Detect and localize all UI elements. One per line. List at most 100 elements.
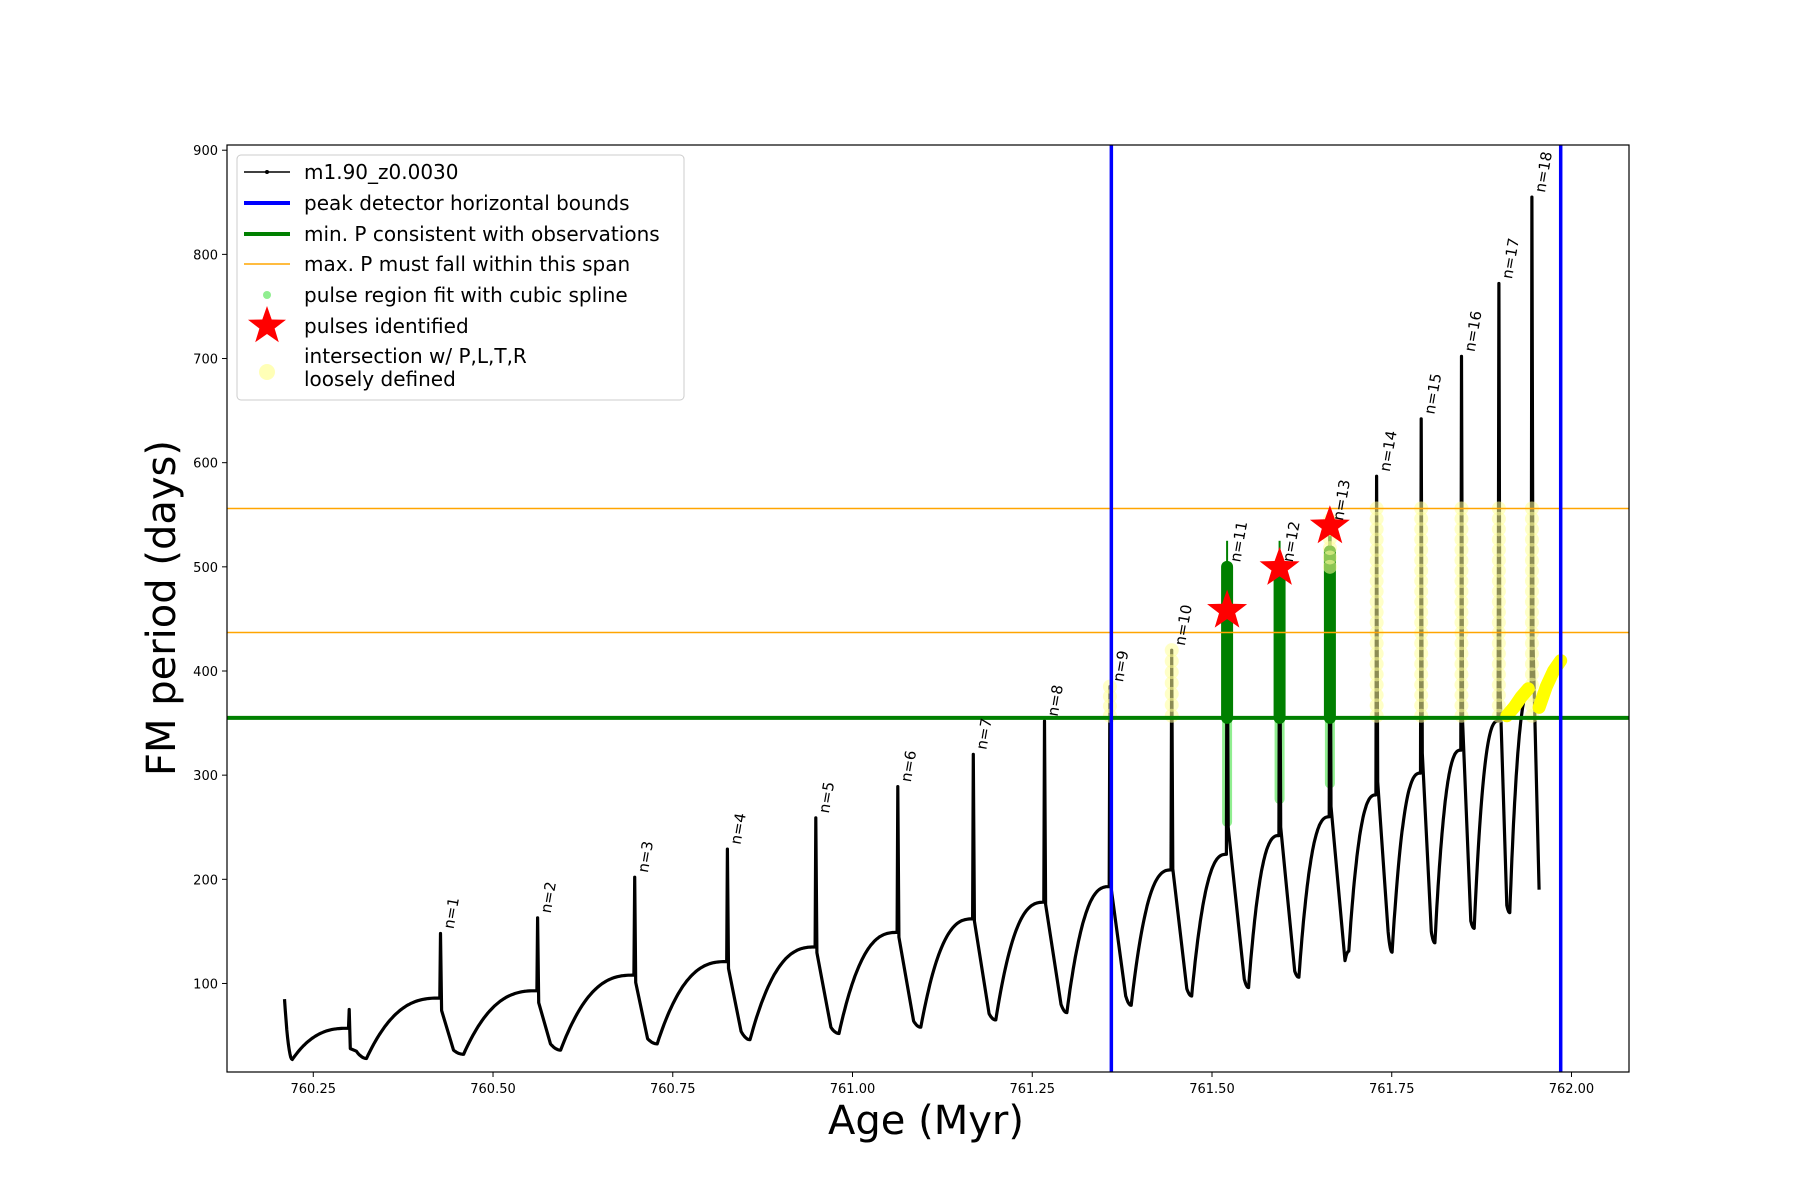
intersection-point	[1524, 584, 1539, 599]
x-tick-label: 760.50	[470, 1082, 516, 1097]
pulse-star	[1309, 505, 1350, 544]
legend-label-min-period: min. P consistent with observations	[304, 222, 660, 246]
intersection-point	[1524, 636, 1539, 651]
legend-label-pulse-region: pulse region fit with cubic spline	[304, 283, 628, 307]
intersection-point	[1454, 594, 1469, 609]
intersection-point	[1369, 646, 1384, 661]
intersection-point	[1454, 584, 1469, 599]
intersection-point	[1491, 594, 1506, 609]
intersection-point	[1491, 698, 1506, 713]
intersection-point	[1491, 553, 1506, 568]
y-tick-label: 700	[193, 353, 218, 368]
intersection-point	[1454, 605, 1469, 620]
y-tick-label: 100	[193, 977, 218, 992]
intersection-branch	[1532, 654, 1568, 714]
x-tick-label: 762.00	[1549, 1082, 1595, 1097]
intersection-point	[1164, 654, 1179, 669]
intersection-point	[1369, 553, 1384, 568]
intersection-point	[1491, 667, 1506, 682]
y-tick-label: 600	[193, 457, 218, 472]
legend-entry-pulses: pulses identified	[248, 306, 469, 343]
intersection-point	[1369, 656, 1384, 671]
intersection-point	[1524, 553, 1539, 568]
legend-entry-intersection: intersection w/ P,L,T,R loosely defined	[259, 344, 527, 391]
intersection-point	[1491, 677, 1506, 692]
intersection-point	[1454, 522, 1469, 537]
intersection-point	[1524, 563, 1539, 578]
legend-entry-series: m1.90_z0.0030	[244, 160, 459, 184]
intersection-point	[1491, 522, 1506, 537]
intersection-point	[1369, 522, 1384, 537]
intersection-point	[1491, 574, 1506, 589]
intersection-point	[1414, 636, 1429, 651]
intersection-point	[1369, 594, 1384, 609]
intersection-point	[1369, 688, 1384, 703]
period-curve	[282, 195, 1541, 1062]
intersection-point	[1369, 605, 1384, 620]
intersection-point	[1524, 542, 1539, 557]
intersection-point	[1454, 667, 1469, 682]
legend-swatch-series-dot	[265, 170, 269, 174]
intersection-point	[1369, 574, 1384, 589]
intersection-point	[1369, 542, 1384, 557]
legend-entry-pulse-region: pulse region fit with cubic spline	[263, 283, 628, 307]
intersection-point	[1369, 698, 1384, 713]
pulse-label-n9: n=9	[1109, 649, 1132, 683]
legend: m1.90_z0.0030 peak detector horizontal b…	[236, 154, 685, 401]
y-axis-label: FM period (days)	[139, 440, 185, 776]
intersection-point	[1369, 677, 1384, 692]
intersection-point	[1164, 675, 1179, 690]
intersection-point	[1454, 688, 1469, 703]
intersection-point	[1524, 667, 1539, 682]
intersection-point	[1454, 636, 1469, 651]
intersection-point	[1414, 511, 1429, 526]
intersection-point	[1414, 594, 1429, 609]
intersection-point	[1414, 532, 1429, 547]
x-tick-label: 761.25	[1010, 1082, 1056, 1097]
x-tick-label: 760.25	[291, 1082, 337, 1097]
legend-entry-bounds: peak detector horizontal bounds	[244, 191, 630, 215]
intersection-point	[1524, 511, 1539, 526]
legend-label-series: m1.90_z0.0030	[304, 160, 459, 184]
intersection-point	[1491, 542, 1506, 557]
intersection-point	[1524, 615, 1539, 630]
intersection-point	[1164, 697, 1179, 712]
intersection-point	[1414, 542, 1429, 557]
intersection-point	[1369, 532, 1384, 547]
intersection-point	[1524, 605, 1539, 620]
pulse-label-n8: n=8	[1044, 683, 1067, 717]
intersection-point	[1414, 584, 1429, 599]
y-tick-label: 400	[193, 665, 218, 680]
x-tick-label: 761.50	[1189, 1082, 1235, 1097]
y-axis: 100 200 300 400 500 600 700 800 900	[193, 144, 227, 992]
intersection-point	[1454, 677, 1469, 692]
legend-swatch-intersection	[259, 364, 275, 380]
x-tick-label: 761.00	[830, 1082, 876, 1097]
intersection-point	[1414, 553, 1429, 568]
intersection-point	[1414, 698, 1429, 713]
intersection-point	[1369, 615, 1384, 630]
legend-label-intersection: intersection w/ P,L,T,R	[304, 344, 527, 368]
intersection-point	[1414, 656, 1429, 671]
y-tick-label: 900	[193, 144, 218, 159]
pulse-label-n6: n=6	[897, 749, 920, 783]
legend-swatch-pulses-star	[248, 306, 286, 343]
legend-label-pulses: pulses identified	[304, 314, 469, 338]
intersection-point	[1164, 643, 1179, 658]
legend-label-intersection-2: loosely defined	[304, 367, 456, 391]
intersection-point	[1454, 574, 1469, 589]
intersection-point	[1454, 656, 1469, 671]
pulse-label-n2: n=2	[537, 880, 560, 914]
intersection-point	[1454, 553, 1469, 568]
intersection-point	[1164, 665, 1179, 680]
intersection-point	[1414, 677, 1429, 692]
intersection-point	[1369, 636, 1384, 651]
intersection-point	[1524, 656, 1539, 671]
pulse-star	[1259, 546, 1300, 585]
legend-label-max-period: max. P must fall within this span	[304, 252, 630, 276]
intersection-point	[1454, 511, 1469, 526]
intersection-point	[1454, 646, 1469, 661]
pulse-label-n3: n=3	[634, 840, 657, 874]
x-axis: 760.25 760.50 760.75 761.00 761.25 761.50 761.…	[291, 1072, 1595, 1097]
intersection-point	[1491, 688, 1506, 703]
